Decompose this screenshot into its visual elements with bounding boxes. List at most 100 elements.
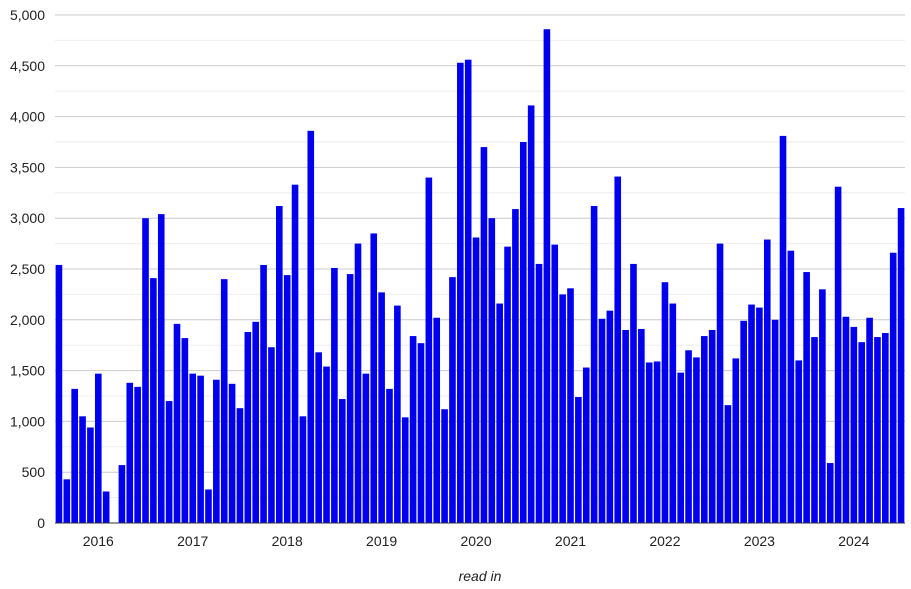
bar[interactable] xyxy=(850,326,858,523)
bar[interactable] xyxy=(71,388,78,523)
bar[interactable] xyxy=(889,252,897,524)
bar[interactable] xyxy=(693,357,700,523)
bar[interactable] xyxy=(386,388,393,523)
bar[interactable] xyxy=(787,250,795,523)
bar[interactable] xyxy=(582,367,590,523)
bar[interactable] xyxy=(716,243,724,523)
bar[interactable] xyxy=(362,373,370,523)
bar[interactable] xyxy=(874,337,881,523)
bar[interactable] xyxy=(496,303,503,523)
bar[interactable] xyxy=(567,288,574,523)
bar[interactable] xyxy=(897,208,905,524)
bar[interactable] xyxy=(220,279,228,523)
bar[interactable] xyxy=(724,405,732,523)
bar[interactable] xyxy=(150,278,157,523)
bar[interactable] xyxy=(409,336,417,523)
bar[interactable] xyxy=(189,373,197,523)
bar[interactable] xyxy=(134,386,141,523)
bar[interactable] xyxy=(748,304,755,523)
bar[interactable] xyxy=(55,264,63,523)
bar[interactable] xyxy=(661,282,669,523)
bar[interactable] xyxy=(228,383,236,523)
bar[interactable] xyxy=(354,243,362,523)
bar[interactable] xyxy=(732,358,740,523)
bar[interactable] xyxy=(685,350,692,523)
bar[interactable] xyxy=(708,329,716,523)
bar[interactable] xyxy=(795,360,803,523)
bar[interactable] xyxy=(488,218,496,523)
bar[interactable] xyxy=(472,237,480,524)
bar[interactable] xyxy=(338,399,346,523)
bar[interactable] xyxy=(315,352,322,523)
bar[interactable] xyxy=(236,408,244,523)
bar[interactable] xyxy=(480,147,488,523)
bar[interactable] xyxy=(677,372,684,523)
bar[interactable] xyxy=(740,320,747,523)
bar[interactable] xyxy=(457,62,464,523)
bar[interactable] xyxy=(394,305,401,523)
bar[interactable] xyxy=(638,328,645,523)
bar[interactable] xyxy=(701,336,708,523)
bar[interactable] xyxy=(126,382,134,523)
bar[interactable] xyxy=(401,417,409,523)
bar[interactable] xyxy=(181,338,189,523)
bar[interactable] xyxy=(449,277,456,523)
bar[interactable] xyxy=(590,206,598,523)
bar[interactable] xyxy=(543,29,551,523)
bar[interactable] xyxy=(575,397,582,523)
bar[interactable] xyxy=(417,343,425,523)
bar[interactable] xyxy=(669,303,677,523)
bar[interactable] xyxy=(370,233,378,523)
bar[interactable] xyxy=(157,214,165,523)
bar[interactable] xyxy=(819,289,826,523)
bar[interactable] xyxy=(94,373,102,523)
bar[interactable] xyxy=(165,401,173,523)
bar[interactable] xyxy=(834,186,842,523)
bar[interactable] xyxy=(197,375,204,523)
bar[interactable] xyxy=(102,491,110,524)
bar[interactable] xyxy=(653,361,661,523)
bar[interactable] xyxy=(519,142,527,523)
bar[interactable] xyxy=(441,409,448,523)
bar[interactable] xyxy=(826,463,834,523)
bar[interactable] xyxy=(606,310,614,523)
bar[interactable] xyxy=(504,246,511,523)
bar[interactable] xyxy=(307,130,315,523)
bar[interactable] xyxy=(323,366,330,523)
bar[interactable] xyxy=(842,316,850,523)
bar[interactable] xyxy=(118,465,126,523)
bar[interactable] xyxy=(173,323,181,523)
bar[interactable] xyxy=(142,218,149,523)
bar[interactable] xyxy=(213,379,220,523)
bar[interactable] xyxy=(331,267,338,523)
bar[interactable] xyxy=(771,319,779,523)
bar[interactable] xyxy=(803,272,810,523)
bar[interactable] xyxy=(283,275,291,523)
bar[interactable] xyxy=(614,176,622,524)
bar[interactable] xyxy=(244,331,252,523)
bar[interactable] xyxy=(622,329,629,523)
bar[interactable] xyxy=(87,427,94,524)
bar[interactable] xyxy=(268,347,275,523)
bar[interactable] xyxy=(291,184,299,524)
bar[interactable] xyxy=(346,274,354,523)
bar[interactable] xyxy=(260,264,267,523)
bar[interactable] xyxy=(276,206,283,523)
bar[interactable] xyxy=(535,263,543,523)
bar[interactable] xyxy=(559,294,566,523)
bar[interactable] xyxy=(645,362,653,523)
bar[interactable] xyxy=(763,239,771,524)
bar[interactable] xyxy=(779,135,787,523)
bar[interactable] xyxy=(433,317,441,523)
bar[interactable] xyxy=(63,479,71,523)
bar[interactable] xyxy=(598,318,606,523)
bar[interactable] xyxy=(252,321,259,523)
bar[interactable] xyxy=(512,209,519,523)
bar[interactable] xyxy=(866,317,873,523)
bar[interactable] xyxy=(425,177,433,523)
bar[interactable] xyxy=(527,105,535,524)
bar[interactable] xyxy=(811,337,818,523)
bar[interactable] xyxy=(299,416,307,523)
bar[interactable] xyxy=(79,416,86,523)
bar[interactable] xyxy=(756,307,763,523)
